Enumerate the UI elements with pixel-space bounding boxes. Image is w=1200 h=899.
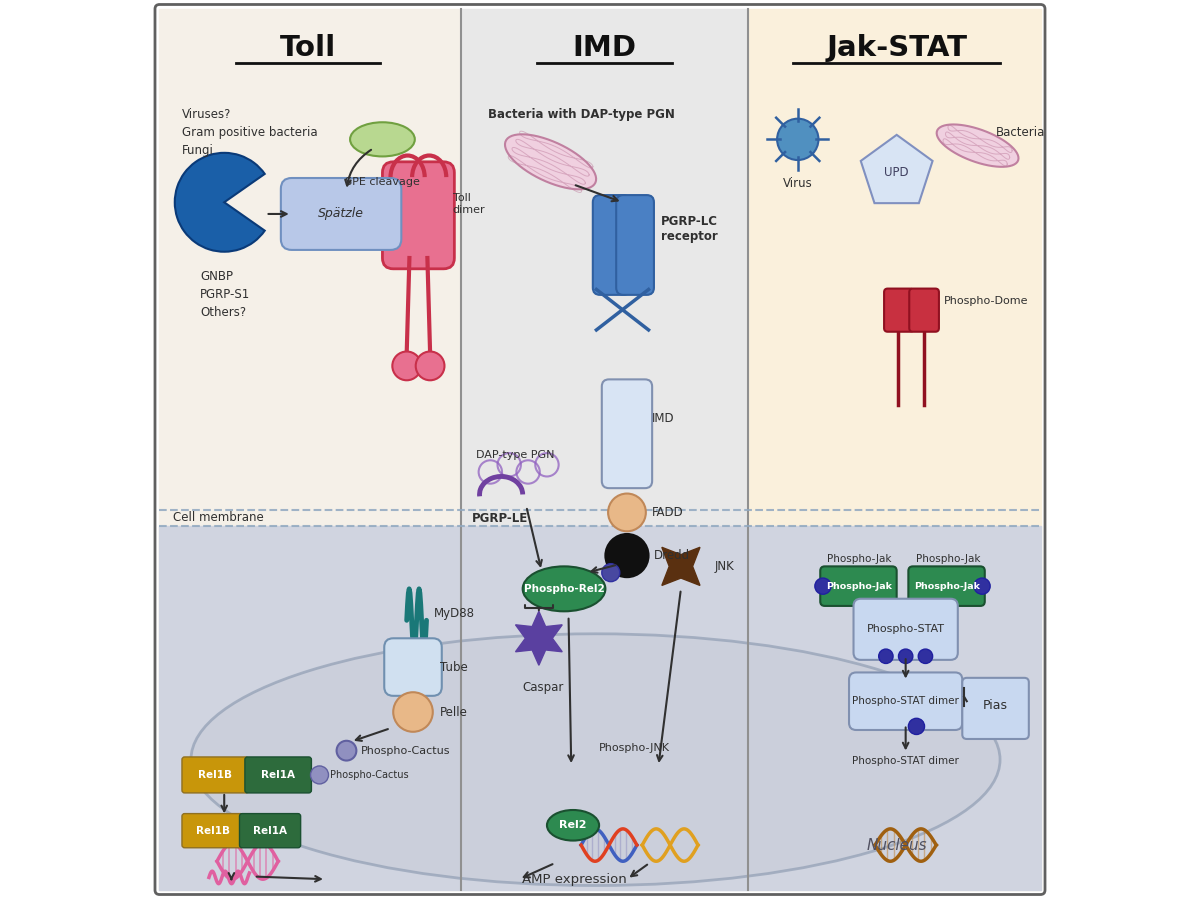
FancyBboxPatch shape — [240, 814, 301, 848]
Text: Rel1A: Rel1A — [253, 825, 287, 836]
Polygon shape — [860, 135, 932, 203]
Ellipse shape — [523, 566, 605, 611]
FancyBboxPatch shape — [850, 672, 962, 730]
Wedge shape — [175, 153, 265, 252]
Ellipse shape — [191, 634, 1000, 886]
Text: DAP-type PGN: DAP-type PGN — [476, 450, 554, 459]
Circle shape — [415, 352, 444, 380]
Text: Phospho-JNK: Phospho-JNK — [599, 743, 670, 753]
Text: Phospho-Cactus: Phospho-Cactus — [361, 745, 450, 756]
Bar — [160, 9, 461, 890]
Polygon shape — [937, 124, 1019, 167]
Circle shape — [918, 649, 932, 663]
Text: Phospho-Jak: Phospho-Jak — [917, 554, 980, 565]
Text: PGRP-LE: PGRP-LE — [473, 512, 528, 525]
Text: Phospho-Dome: Phospho-Dome — [943, 296, 1028, 307]
Text: Nucleus: Nucleus — [866, 838, 926, 852]
Circle shape — [601, 564, 619, 582]
Text: Phospho-Rel2: Phospho-Rel2 — [523, 583, 605, 594]
Ellipse shape — [350, 122, 415, 156]
Text: SPE cleavage: SPE cleavage — [346, 177, 420, 187]
Text: Cell membrane: Cell membrane — [173, 512, 264, 524]
Text: Viruses?
Gram positive bacteria
Fungi: Viruses? Gram positive bacteria Fungi — [182, 108, 318, 157]
Text: Phospho-STAT dimer: Phospho-STAT dimer — [852, 696, 959, 707]
Text: Rel1A: Rel1A — [262, 770, 295, 780]
Circle shape — [394, 692, 433, 732]
Text: Tube: Tube — [440, 661, 468, 673]
Circle shape — [778, 119, 818, 160]
FancyBboxPatch shape — [601, 379, 652, 488]
Circle shape — [878, 649, 893, 663]
Text: Phospho-STAT dimer: Phospho-STAT dimer — [852, 756, 959, 766]
Circle shape — [899, 649, 913, 663]
Polygon shape — [516, 611, 563, 665]
Text: Toll
dimer: Toll dimer — [452, 193, 485, 215]
Circle shape — [311, 766, 329, 784]
FancyBboxPatch shape — [908, 566, 985, 606]
Text: Phospho-STAT: Phospho-STAT — [866, 624, 944, 635]
Text: AMP expression: AMP expression — [522, 873, 628, 886]
Text: Phospho-Jak: Phospho-Jak — [827, 554, 892, 565]
FancyBboxPatch shape — [884, 289, 913, 332]
Text: Phospho-Jak: Phospho-Jak — [914, 582, 980, 591]
Text: Bacteria: Bacteria — [996, 126, 1045, 138]
Text: Rel1B: Rel1B — [196, 825, 229, 836]
Text: Rel2: Rel2 — [559, 820, 587, 831]
Bar — [749, 9, 1040, 890]
Circle shape — [815, 578, 832, 594]
FancyBboxPatch shape — [182, 757, 248, 793]
Polygon shape — [505, 134, 596, 190]
Text: Phospho-Cactus: Phospho-Cactus — [330, 770, 409, 780]
Text: Phospho-Jak: Phospho-Jak — [826, 582, 892, 591]
Text: Caspar: Caspar — [523, 681, 564, 694]
Bar — [160, 526, 1040, 890]
Text: IMD: IMD — [652, 412, 674, 424]
Text: Spätzle: Spätzle — [318, 208, 364, 220]
Text: Rel1B: Rel1B — [198, 770, 233, 780]
FancyBboxPatch shape — [962, 678, 1028, 739]
FancyBboxPatch shape — [821, 566, 896, 606]
Text: MyD88: MyD88 — [433, 607, 475, 619]
Text: Pias: Pias — [983, 699, 1008, 712]
Circle shape — [608, 494, 646, 531]
Text: Dredd: Dredd — [654, 549, 690, 562]
Ellipse shape — [547, 810, 599, 841]
FancyBboxPatch shape — [281, 178, 401, 250]
FancyBboxPatch shape — [593, 195, 630, 295]
Text: IMD: IMD — [572, 33, 636, 62]
FancyBboxPatch shape — [245, 757, 312, 793]
Text: PGRP-LC
receptor: PGRP-LC receptor — [661, 215, 718, 244]
Circle shape — [605, 534, 648, 577]
FancyBboxPatch shape — [853, 599, 958, 660]
Circle shape — [908, 718, 924, 734]
FancyBboxPatch shape — [384, 638, 442, 696]
FancyBboxPatch shape — [182, 814, 244, 848]
Bar — [461, 9, 749, 890]
Text: FADD: FADD — [652, 506, 684, 519]
Text: Toll: Toll — [280, 33, 336, 62]
FancyBboxPatch shape — [910, 289, 938, 332]
Circle shape — [974, 578, 990, 594]
Circle shape — [392, 352, 421, 380]
Text: UPD: UPD — [884, 166, 908, 179]
Text: Virus: Virus — [782, 177, 812, 190]
Text: JNK: JNK — [715, 560, 734, 573]
Polygon shape — [662, 547, 700, 585]
Text: Pelle: Pelle — [440, 706, 468, 718]
Text: Jak-STAT: Jak-STAT — [826, 33, 967, 62]
Text: Bacteria with DAP-type PGN: Bacteria with DAP-type PGN — [487, 108, 674, 120]
FancyBboxPatch shape — [616, 195, 654, 295]
Circle shape — [336, 741, 356, 761]
FancyBboxPatch shape — [383, 162, 455, 269]
Text: GNBP
PGRP-S1
Others?: GNBP PGRP-S1 Others? — [200, 270, 250, 319]
